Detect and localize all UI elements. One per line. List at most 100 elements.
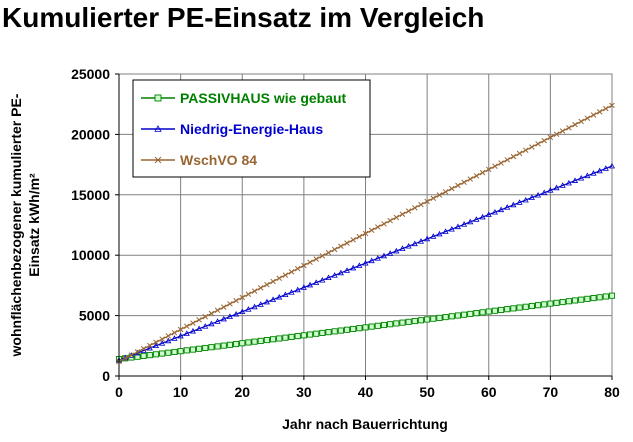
data-point <box>233 310 240 317</box>
marker-stroke <box>196 317 202 323</box>
data-point <box>399 211 406 218</box>
data-point <box>467 310 474 317</box>
data-point <box>454 312 461 319</box>
data-point <box>269 296 277 302</box>
data-point <box>504 157 510 163</box>
data-point <box>528 302 535 310</box>
data-point <box>165 349 172 356</box>
data-point <box>344 240 350 246</box>
marker-stroke <box>140 345 147 352</box>
data-point <box>584 172 591 179</box>
marker-stroke <box>498 160 504 166</box>
data-point <box>282 291 289 298</box>
data-point <box>350 325 357 333</box>
marker-stroke <box>270 278 276 285</box>
x-tick-label: 80 <box>604 384 620 400</box>
data-point <box>602 293 609 300</box>
data-point <box>350 237 356 243</box>
data-point <box>461 179 467 185</box>
data-point <box>313 256 319 262</box>
data-point <box>190 320 196 326</box>
data-point <box>251 288 258 294</box>
marker-stroke <box>294 265 301 272</box>
data-point <box>196 325 203 332</box>
data-point <box>313 330 320 337</box>
marker-stroke <box>331 246 338 253</box>
legend-swatch-marker <box>154 125 162 132</box>
marker-stroke <box>566 125 572 131</box>
data-point <box>553 299 560 306</box>
legend-swatch-marker <box>154 156 162 164</box>
data-point <box>387 250 394 256</box>
data-point <box>319 329 326 336</box>
data-point <box>245 306 252 312</box>
marker-stroke <box>233 297 239 304</box>
marker-stroke <box>184 323 190 330</box>
data-point <box>547 187 554 193</box>
marker-stroke <box>393 214 400 221</box>
marker-stroke <box>578 118 584 125</box>
marker-stroke <box>455 182 461 189</box>
data-point <box>276 335 283 342</box>
data-point <box>380 321 388 329</box>
data-point <box>455 182 461 189</box>
data-point <box>485 211 492 217</box>
data-point <box>177 332 184 339</box>
data-point <box>411 318 418 325</box>
data-point <box>337 327 344 334</box>
data-point <box>608 162 616 169</box>
data-point <box>547 300 554 307</box>
data-point <box>541 137 547 144</box>
data-point <box>491 307 498 314</box>
data-point <box>602 165 609 171</box>
data-point <box>220 315 227 322</box>
data-point <box>430 195 437 201</box>
marker-stroke <box>424 198 430 205</box>
data-point <box>177 348 184 355</box>
data-point <box>146 344 153 351</box>
data-point <box>319 253 326 259</box>
marker-stroke <box>547 134 554 141</box>
data-point <box>516 199 523 205</box>
y-tick-label: 15000 <box>71 187 110 203</box>
data-point <box>424 316 431 323</box>
data-point <box>374 255 381 261</box>
data-point <box>553 184 560 191</box>
data-point <box>454 223 462 230</box>
data-point <box>479 309 486 316</box>
data-point <box>522 303 529 310</box>
data-point <box>387 321 394 328</box>
data-point <box>498 306 505 314</box>
data-point <box>325 329 332 336</box>
data-point <box>331 246 338 253</box>
data-point <box>565 179 572 186</box>
legend-label: Niedrig-Energie-Haus <box>180 121 323 137</box>
marker-stroke <box>559 128 566 134</box>
data-point <box>578 174 585 181</box>
data-point <box>559 298 566 306</box>
data-point <box>165 337 172 344</box>
marker-stroke <box>368 227 375 234</box>
data-point <box>263 337 270 344</box>
data-point <box>571 177 579 183</box>
data-point <box>270 278 276 285</box>
data-point <box>436 192 443 198</box>
data-point <box>276 275 282 282</box>
marker-stroke <box>165 333 172 339</box>
data-point <box>319 276 326 283</box>
data-point <box>338 243 344 250</box>
data-point <box>368 257 375 264</box>
data-point <box>596 109 603 115</box>
data-point <box>485 308 492 315</box>
data-point <box>485 166 492 173</box>
marker-stroke <box>350 237 356 243</box>
marker-stroke <box>510 153 517 160</box>
data-point <box>491 208 498 215</box>
data-point <box>405 318 412 325</box>
marker-stroke <box>473 173 480 179</box>
data-point <box>270 336 277 343</box>
data-point <box>430 233 437 239</box>
x-tick-label: 20 <box>234 384 250 400</box>
marker-stroke <box>288 269 295 275</box>
